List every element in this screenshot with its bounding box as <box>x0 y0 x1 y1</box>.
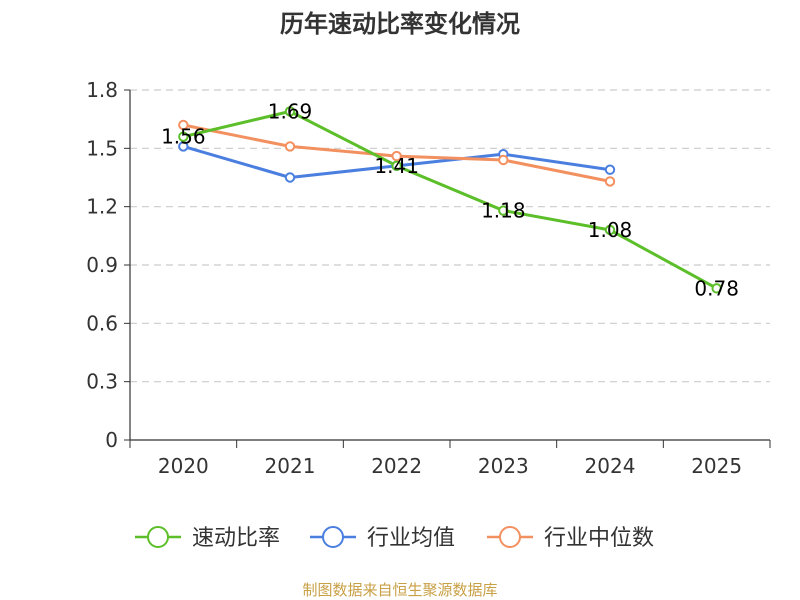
axes: 0 0.3 0.6 0.9 1.2 1.5 1.8 2020 2021 2022 2023 2024 2… <box>86 78 771 478</box>
data-labels: 1.56 1.69 1.41 1.18 1.08 0.78 <box>161 99 739 300</box>
y-tick-label: 0.9 <box>86 253 118 277</box>
series-point-0 <box>711 283 722 294</box>
series-line-0 <box>182 109 718 290</box>
series-point-0 <box>391 160 402 172</box>
source-note: 制图数据来自恒生聚源数据库 <box>302 581 497 599</box>
legend-marker <box>147 526 169 548</box>
data-label: 1.56 <box>161 125 206 149</box>
series-point-1 <box>604 164 616 175</box>
y-tick-label: 0 <box>105 428 118 452</box>
series-point-2 <box>178 119 189 131</box>
x-tick-label: 2024 <box>585 454 636 478</box>
series-point-0 <box>178 131 189 142</box>
y-tick-label: 0.6 <box>86 311 118 335</box>
data-label: 1.18 <box>481 199 526 223</box>
legend: 速动比率 行业均值 行业中位数 <box>135 526 654 551</box>
data-label: 1.69 <box>268 99 313 123</box>
series-point-1 <box>284 172 296 183</box>
series-point-2 <box>284 141 296 152</box>
chart-title: 历年速动比率变化情况 <box>280 10 520 38</box>
x-tick-label: 2022 <box>371 454 422 478</box>
series-point-0 <box>284 106 296 117</box>
legend-marker <box>322 526 344 548</box>
legend-label: 行业中位数 <box>544 526 654 551</box>
y-tick-label: 1.2 <box>86 195 118 219</box>
legend-marker <box>499 526 521 548</box>
x-tick-label: 2021 <box>265 454 316 478</box>
y-tick-label: 1.5 <box>86 136 118 160</box>
y-tick-label: 0.3 <box>86 370 118 394</box>
y-tick-label: 1.8 <box>86 78 118 102</box>
series-point-0 <box>498 205 509 216</box>
legend-item-1[interactable]: 行业均值 <box>310 526 455 551</box>
data-label: 0.78 <box>694 276 739 300</box>
series-layer <box>178 106 722 294</box>
x-tick-label: 2025 <box>691 454 742 478</box>
grid <box>130 89 770 383</box>
series-point-2 <box>498 154 509 166</box>
series-point-0 <box>604 224 616 236</box>
x-tick-label: 2020 <box>158 454 209 478</box>
x-tick-label: 2023 <box>478 454 529 478</box>
data-label: 1.08 <box>588 218 633 242</box>
legend-item-0[interactable]: 速动比率 <box>135 526 280 551</box>
legend-item-2[interactable]: 行业中位数 <box>487 526 654 551</box>
legend-label: 行业均值 <box>367 526 455 551</box>
series-point-2 <box>391 150 402 162</box>
series-point-2 <box>604 176 616 187</box>
data-label: 1.41 <box>374 154 419 178</box>
series-point-1 <box>178 141 189 152</box>
legend-label: 速动比率 <box>192 526 280 551</box>
